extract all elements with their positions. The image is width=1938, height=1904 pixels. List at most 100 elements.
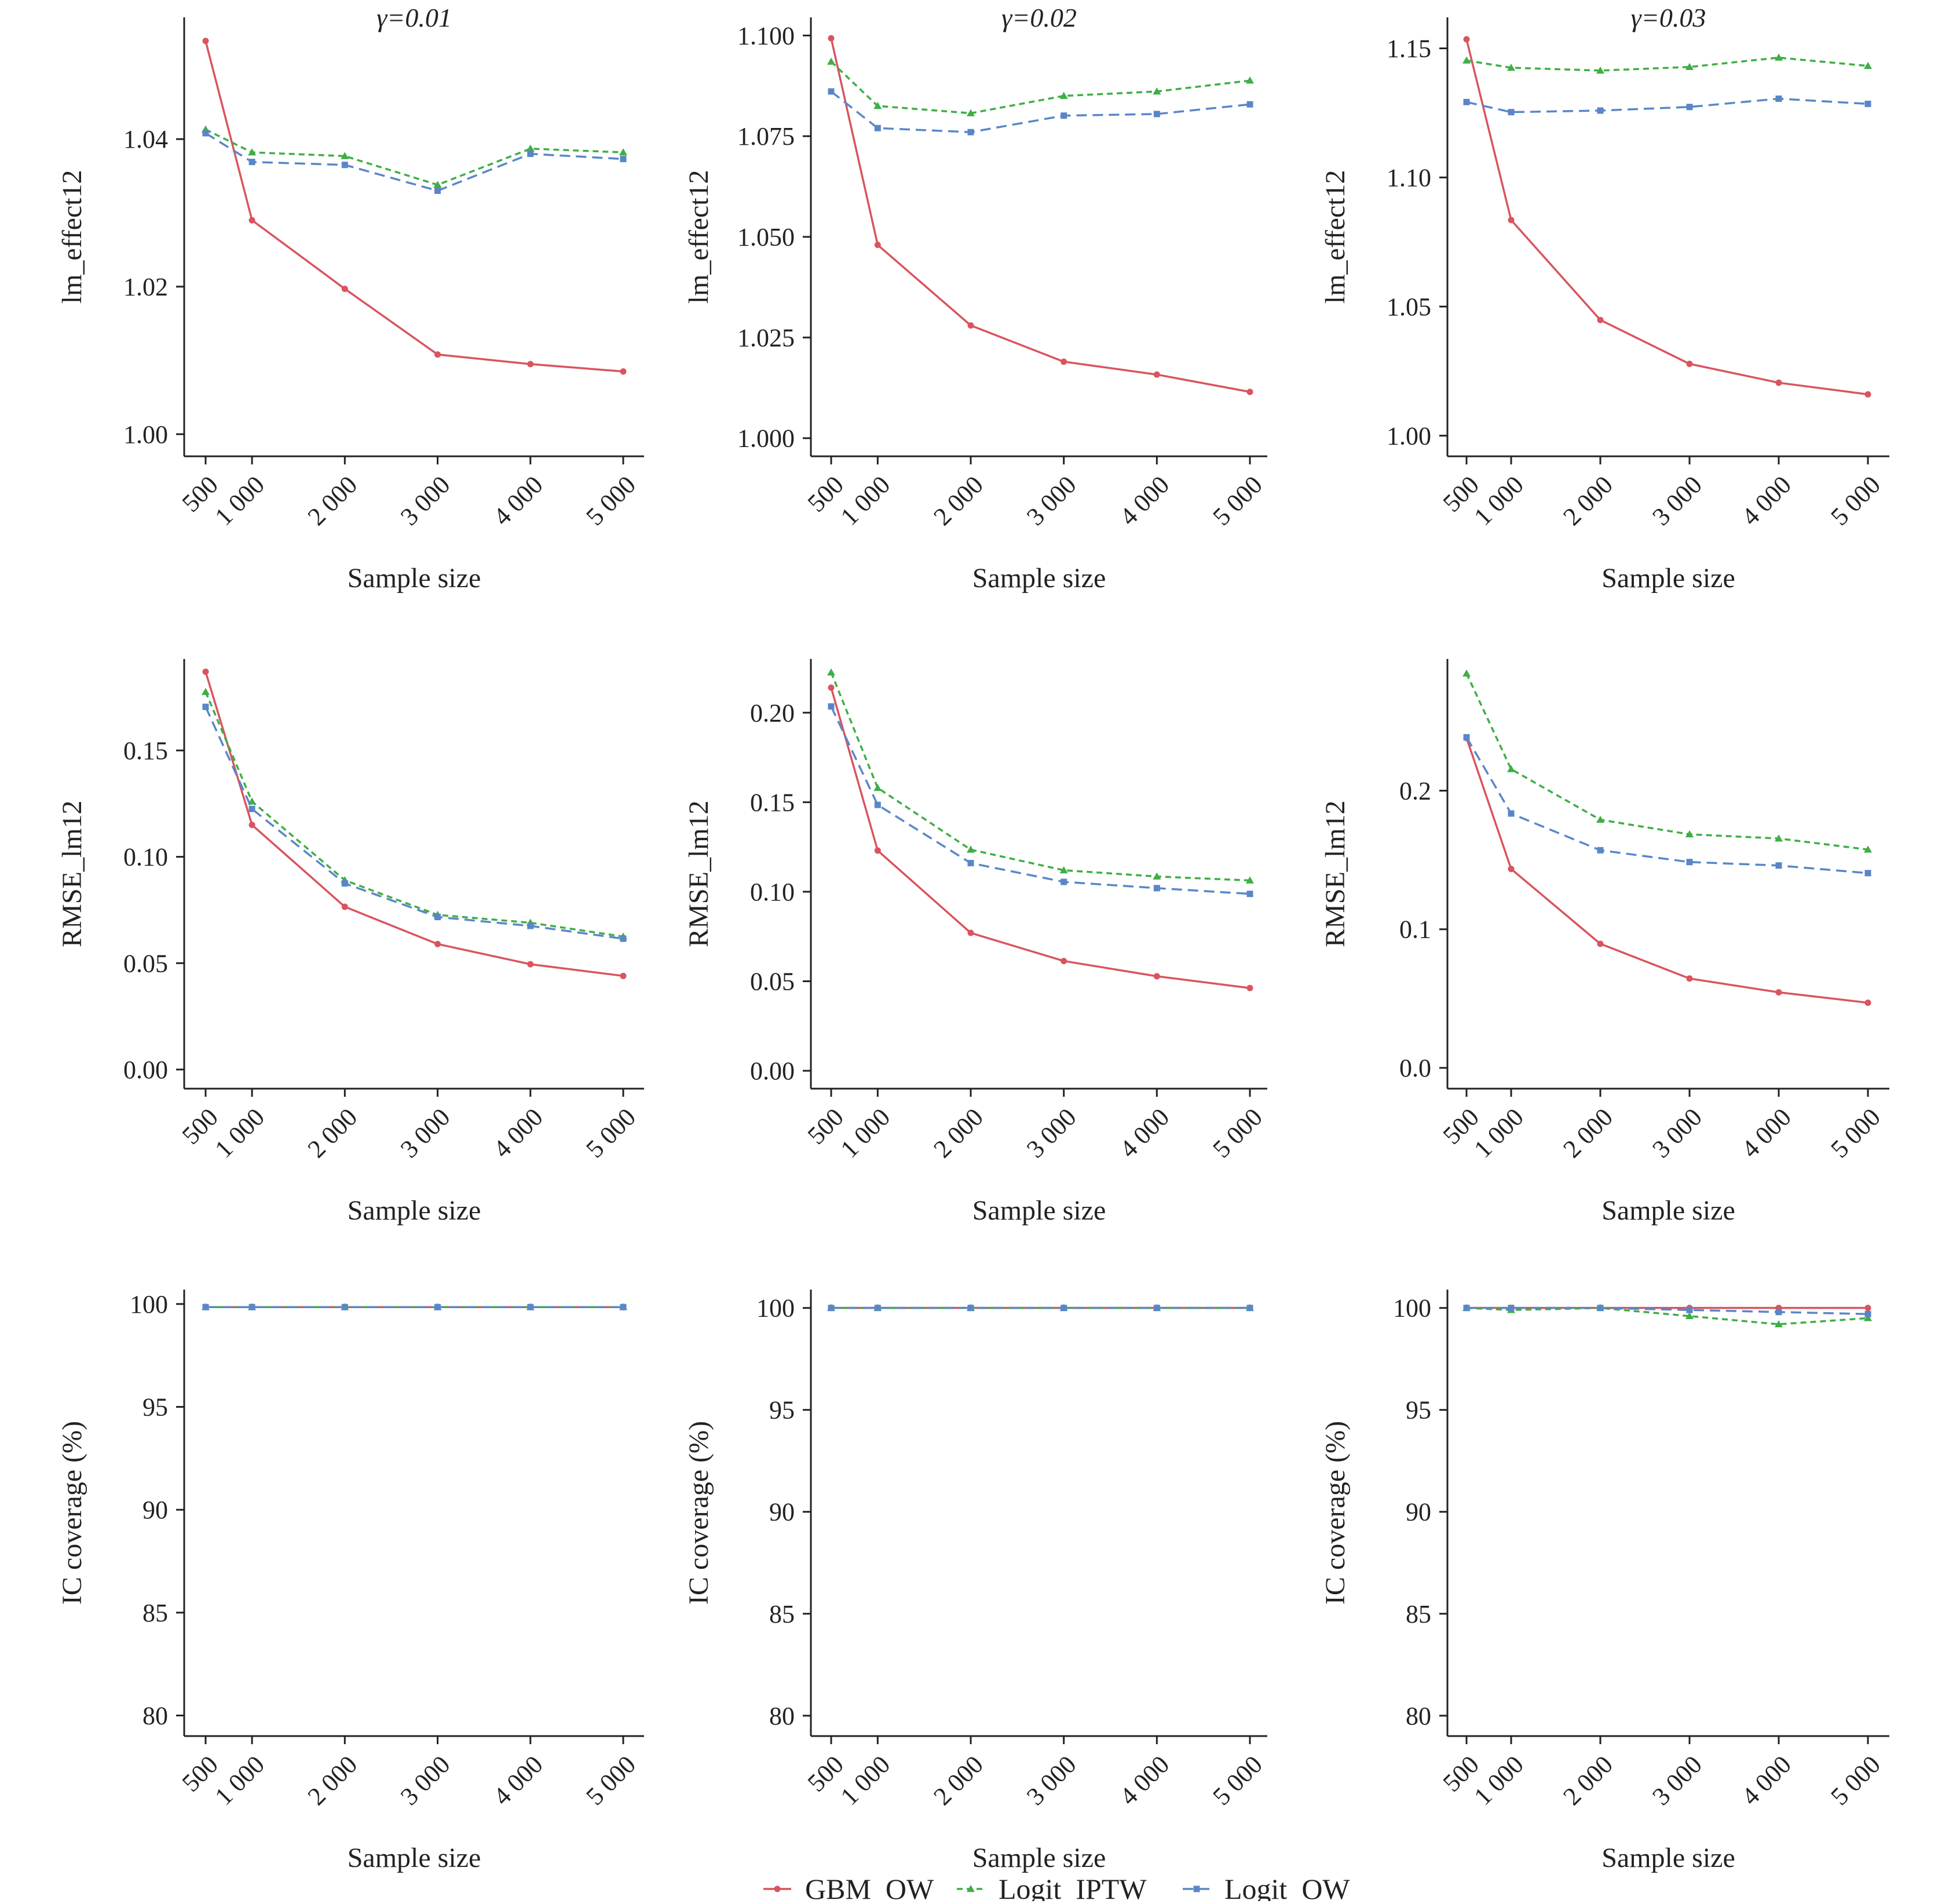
data-point xyxy=(1463,98,1470,105)
data-point xyxy=(827,668,835,676)
x-tick-label: 1 000 xyxy=(209,1750,270,1811)
data-point xyxy=(1775,379,1782,386)
y-tick-label: 1.10 xyxy=(1387,163,1431,192)
x-tick-label: 5 000 xyxy=(1207,1750,1268,1811)
data-point xyxy=(1463,36,1470,43)
legend-label: Logit_OW xyxy=(1224,1873,1350,1901)
x-axis-title: Sample size xyxy=(1601,1843,1735,1873)
y-tick-label: 0.15 xyxy=(123,737,168,765)
y-tick-label: 95 xyxy=(1406,1396,1431,1425)
data-point xyxy=(527,151,534,158)
x-tick-label: 4 000 xyxy=(1114,1750,1175,1811)
data-point xyxy=(1246,1305,1253,1312)
data-point xyxy=(341,903,348,910)
data-point xyxy=(828,1305,835,1312)
data-point xyxy=(434,940,441,947)
series-line xyxy=(830,672,1250,882)
data-point xyxy=(527,922,534,929)
data-point xyxy=(1775,862,1782,869)
data-point xyxy=(1246,389,1253,396)
x-axis-title: Sample size xyxy=(348,1195,481,1226)
legend-marker xyxy=(1193,1885,1200,1892)
y-tick-label: 1.050 xyxy=(737,223,795,251)
data-point xyxy=(874,847,881,854)
series-Logit_OW xyxy=(202,1303,627,1310)
x-tick-label: 3 000 xyxy=(1647,1103,1707,1163)
data-point xyxy=(1059,91,1068,99)
series-Logit_OW xyxy=(1463,734,1871,877)
data-point xyxy=(967,322,974,329)
y-tick-label: 100 xyxy=(1393,1294,1431,1323)
data-point xyxy=(1775,53,1783,61)
data-point xyxy=(828,703,835,710)
series-Logit_OW xyxy=(1463,1305,1871,1317)
data-point xyxy=(248,822,255,829)
y-tick-label: 0.10 xyxy=(123,843,168,872)
data-point xyxy=(341,880,348,887)
legend-item-GBM_OW: GBM_OW xyxy=(763,1873,934,1904)
x-tick-label: 5 000 xyxy=(1825,1103,1886,1163)
data-point xyxy=(1686,975,1693,982)
x-tick-label: 3 000 xyxy=(1647,470,1707,531)
data-point xyxy=(527,361,534,368)
series-line xyxy=(204,41,624,373)
series-line xyxy=(830,61,1250,115)
data-point xyxy=(1153,1305,1160,1312)
series-line xyxy=(205,132,624,192)
data-point xyxy=(202,687,210,695)
y-axis-title: lm_effect12 xyxy=(683,170,714,303)
x-tick-label: 4 000 xyxy=(488,1103,549,1163)
data-point xyxy=(828,684,835,691)
x-tick-label: 5 000 xyxy=(1825,1750,1886,1811)
data-point xyxy=(1508,217,1515,224)
x-tick-label: 4 000 xyxy=(488,470,549,531)
y-tick-label: 85 xyxy=(1406,1600,1431,1628)
x-tick-label: 5 000 xyxy=(580,470,641,531)
x-tick-label: 5 000 xyxy=(1825,470,1886,531)
data-point xyxy=(1463,1305,1470,1312)
y-tick-label: 100 xyxy=(130,1290,168,1319)
y-tick-label: 0.2 xyxy=(1399,777,1431,805)
x-tick-label: 2 000 xyxy=(928,1750,989,1811)
data-point xyxy=(1462,56,1471,64)
x-axis-title: Sample size xyxy=(1601,1195,1735,1226)
data-point xyxy=(341,152,349,159)
data-point xyxy=(1686,1306,1693,1313)
data-point xyxy=(1864,61,1872,69)
x-tick-label: 5 000 xyxy=(580,1750,641,1811)
x-tick-label: 1 000 xyxy=(835,470,896,531)
x-tick-label: 3 000 xyxy=(1021,470,1082,531)
data-point xyxy=(341,162,348,169)
x-tick-label: 3 000 xyxy=(1021,1103,1082,1163)
data-point xyxy=(1153,87,1161,95)
data-point xyxy=(873,783,882,791)
data-point xyxy=(248,805,255,812)
x-tick-label: 2 000 xyxy=(1557,470,1618,531)
data-point xyxy=(202,704,209,711)
y-tick-label: 100 xyxy=(756,1294,795,1323)
panel-title: γ=0.03 xyxy=(1631,3,1706,32)
x-tick-label: 4 000 xyxy=(1736,470,1797,531)
y-tick-label: 95 xyxy=(769,1396,795,1425)
x-tick-label: 1 000 xyxy=(1468,1750,1529,1811)
series-line xyxy=(204,706,624,940)
x-tick-label: 4 000 xyxy=(1114,1103,1175,1163)
y-tick-label: 1.000 xyxy=(737,424,795,453)
data-point xyxy=(202,38,209,45)
y-tick-label: 0.00 xyxy=(750,1057,795,1085)
data-point xyxy=(1864,999,1871,1006)
data-point xyxy=(341,285,348,292)
data-point xyxy=(1061,878,1067,885)
data-point xyxy=(248,217,255,224)
data-point xyxy=(874,801,881,808)
data-point xyxy=(874,1305,881,1312)
y-tick-label: 95 xyxy=(142,1393,168,1422)
data-point xyxy=(1597,940,1604,947)
series-Logit_IPTW xyxy=(202,687,627,940)
